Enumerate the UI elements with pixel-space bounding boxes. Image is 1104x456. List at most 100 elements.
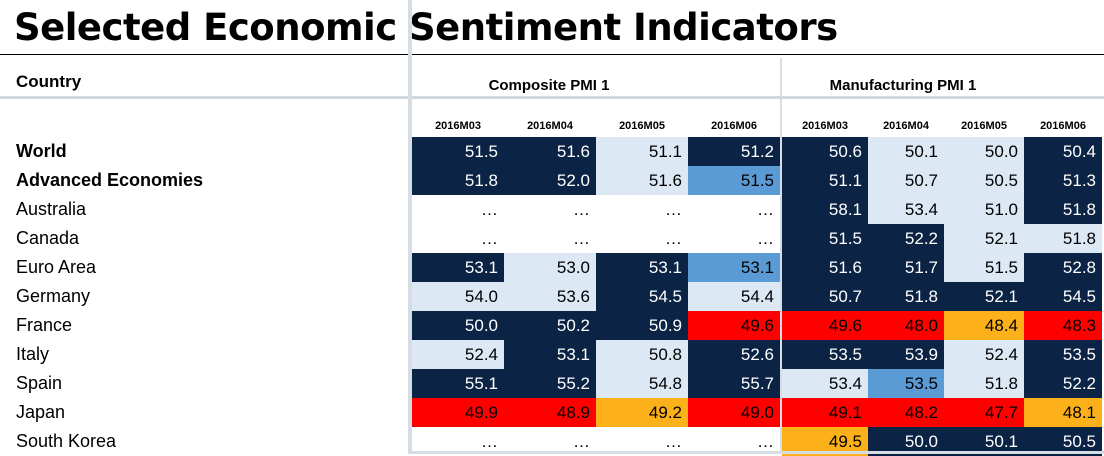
period-label: 2016M05: [961, 120, 1007, 132]
country-label: Advanced Economies: [16, 170, 204, 190]
pmi-value-cell: 49.6: [782, 311, 868, 340]
pmi-value-cell: 54.8: [596, 369, 688, 398]
pmi-value-cell: 54.5: [1024, 282, 1102, 311]
pmi-value-cell: 50.2: [504, 311, 596, 340]
pmi-value-cell: 55.2: [504, 369, 596, 398]
pmi-value-cell: 48.1: [1024, 398, 1102, 427]
pmi-value-cell: 51.6: [782, 253, 868, 282]
pmi-value-cell: 52.6: [688, 340, 780, 369]
pmi-value-cell: 51.1: [782, 166, 868, 195]
pmi-value-cell: …: [596, 224, 688, 253]
header-rule: [412, 96, 1104, 99]
country-label: Japan: [16, 402, 66, 422]
pmi-value-cell: 49.6: [688, 311, 780, 340]
pmi-value-cell: 53.1: [688, 253, 780, 282]
period-label: 2016M03: [435, 120, 481, 132]
period-label: 2016M04: [527, 120, 573, 132]
pmi-value-cell: 50.8: [596, 340, 688, 369]
pmi-value-cell: 53.0: [504, 253, 596, 282]
pmi-value-cell: …: [504, 224, 596, 253]
period-label: 2016M05: [619, 120, 665, 132]
pmi-value-cell: 50.1: [868, 137, 944, 166]
pmi-value-cell: 51.5: [412, 137, 504, 166]
pmi-value-cell: 50.7: [868, 166, 944, 195]
pmi-value-cell: 51.2: [688, 137, 780, 166]
pmi-value-cell: 54.4: [688, 282, 780, 311]
country-label: Canada: [16, 228, 80, 248]
pmi-value-cell: 48.3: [1024, 311, 1102, 340]
pmi-value-cell: …: [504, 195, 596, 224]
column-divider: [408, 0, 412, 454]
pmi-value-cell: 48.0: [868, 311, 944, 340]
pmi-value-cell: 53.1: [596, 253, 688, 282]
pmi-value-cell: 51.8: [1024, 224, 1102, 253]
country-column-header: Country: [16, 72, 82, 91]
period-label: 2016M06: [711, 120, 757, 132]
pmi-value-cell: 50.9: [596, 311, 688, 340]
pmi-value-cell: 54.5: [596, 282, 688, 311]
pmi-value-cell: 51.6: [596, 166, 688, 195]
pmi-value-cell: 51.8: [868, 282, 944, 311]
pmi-value-cell: 49.0: [688, 398, 780, 427]
pmi-value-cell: 52.2: [868, 224, 944, 253]
header-rule: [0, 96, 408, 99]
pmi-value-cell: 50.0: [412, 311, 504, 340]
composite-pmi-header: Composite PMI 1: [488, 77, 610, 94]
pmi-value-cell: 49.1: [782, 398, 868, 427]
pmi-value-cell: 52.4: [412, 340, 504, 369]
pmi-value-cell: 53.5: [868, 369, 944, 398]
pmi-value-cell: 51.1: [596, 137, 688, 166]
pmi-value-cell: 51.3: [1024, 166, 1102, 195]
country-label: World: [16, 141, 67, 161]
pmi-value-cell: 53.9: [868, 340, 944, 369]
pmi-value-cell: 58.1: [782, 195, 868, 224]
pmi-value-cell: 51.0: [944, 195, 1024, 224]
pmi-value-cell: 50.4: [1024, 137, 1102, 166]
pmi-value-cell: 53.6: [504, 282, 596, 311]
pmi-value-cell: 51.6: [504, 137, 596, 166]
pmi-value-cell: 50.6: [782, 137, 868, 166]
pmi-value-cell: …: [596, 195, 688, 224]
country-label: France: [16, 315, 73, 335]
country-label: Italy: [16, 344, 50, 364]
page-title: Selected Economic Sentiment Indicators: [14, 6, 838, 49]
pmi-value-cell: 51.5: [944, 253, 1024, 282]
pmi-value-cell: …: [688, 224, 780, 253]
pmi-value-cell: 49.2: [596, 398, 688, 427]
pmi-value-cell: …: [412, 195, 504, 224]
pmi-value-cell: 52.1: [944, 224, 1024, 253]
pmi-value-cell: 52.1: [944, 282, 1024, 311]
pmi-value-cell: 52.2: [1024, 369, 1102, 398]
pmi-value-cell: 52.0: [504, 166, 596, 195]
pmi-value-cell: 53.4: [782, 369, 868, 398]
pmi-value-cell: 51.8: [1024, 195, 1102, 224]
country-label: South Korea: [16, 431, 117, 451]
pmi-value-cell: 51.8: [412, 166, 504, 195]
pmi-value-cell: 54.0: [412, 282, 504, 311]
country-label: Germany: [16, 286, 91, 306]
pmi-value-cell: 51.5: [688, 166, 780, 195]
pmi-value-cell: 51.7: [868, 253, 944, 282]
pmi-value-cell: 50.5: [944, 166, 1024, 195]
pmi-value-cell: 51.5: [782, 224, 868, 253]
pmi-value-cell: …: [412, 224, 504, 253]
pmi-value-cell: 55.7: [688, 369, 780, 398]
pmi-value-cell: 50.0: [944, 137, 1024, 166]
pmi-value-cell: 52.4: [944, 340, 1024, 369]
title-underline: [0, 54, 1104, 55]
pmi-value-cell: 48.2: [868, 398, 944, 427]
country-label: Spain: [16, 373, 63, 393]
period-label: 2016M04: [883, 120, 929, 132]
pmi-value-cell: 48.9: [504, 398, 596, 427]
country-label: Australia: [16, 199, 87, 219]
period-label: 2016M03: [802, 120, 848, 132]
bottom-rule: [412, 451, 1104, 454]
pmi-value-cell: 53.5: [1024, 340, 1102, 369]
pmi-value-cell: 55.1: [412, 369, 504, 398]
country-label: Euro Area: [16, 257, 97, 277]
pmi-value-cell: 53.5: [782, 340, 868, 369]
pmi-value-cell: 51.8: [944, 369, 1024, 398]
manufacturing-pmi-header: Manufacturing PMI 1: [829, 77, 977, 94]
pmi-value-cell: 47.7: [944, 398, 1024, 427]
group-divider: [780, 58, 782, 454]
